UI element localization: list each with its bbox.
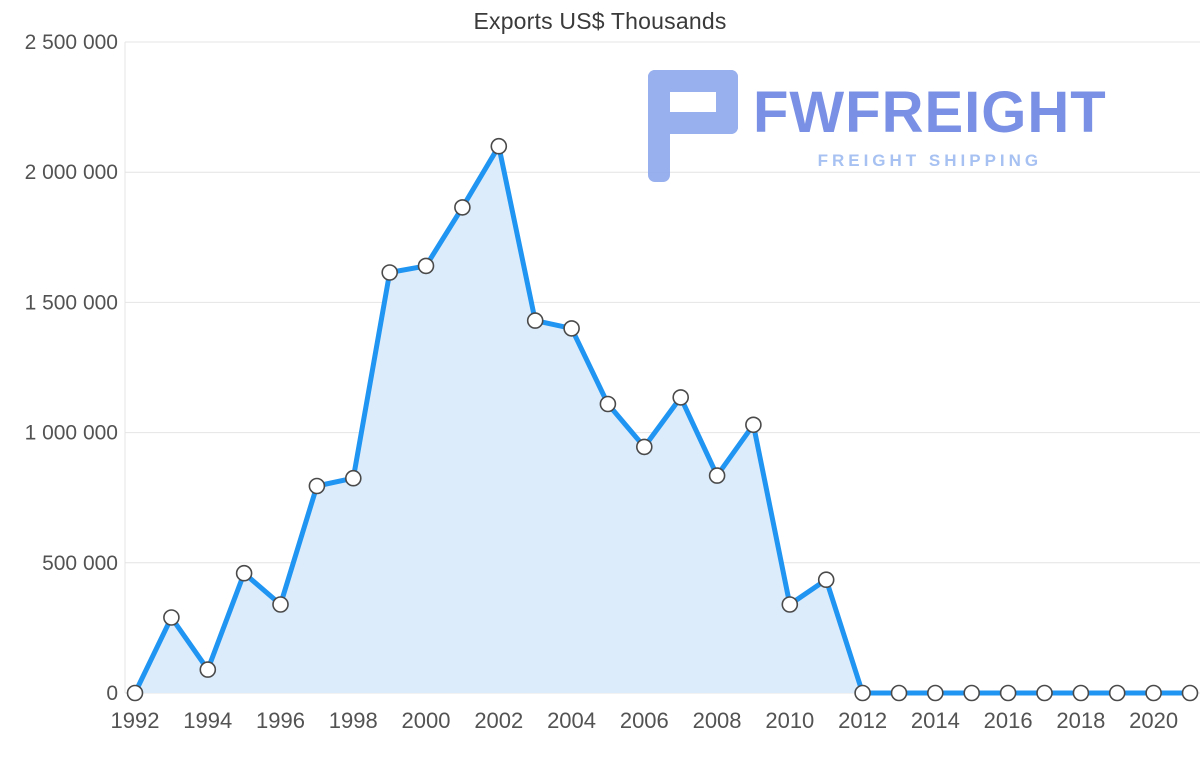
x-axis-tick-label: 2010 <box>765 708 814 733</box>
x-axis-tick-label: 2000 <box>402 708 451 733</box>
x-axis-tick-label: 1996 <box>256 708 305 733</box>
x-axis-tick-label: 1994 <box>183 708 232 733</box>
x-axis-tick-label: 2002 <box>474 708 523 733</box>
data-point-2004[interactable] <box>563 320 580 337</box>
x-axis-tick-label: 2016 <box>984 708 1033 733</box>
data-point-2008[interactable] <box>708 467 726 484</box>
data-point-1996[interactable] <box>272 596 289 613</box>
data-point-1999[interactable] <box>381 264 399 281</box>
data-point-1997[interactable] <box>308 477 326 495</box>
data-point-1992[interactable] <box>126 684 144 702</box>
x-axis-tick-label: 2020 <box>1129 708 1178 733</box>
y-axis-tick-label: 1 500 000 <box>25 291 118 314</box>
data-point-1994[interactable] <box>199 661 217 678</box>
data-point-2000[interactable] <box>417 257 435 275</box>
y-axis-tick-label: 0 <box>106 682 118 705</box>
data-point-2014[interactable] <box>926 684 944 702</box>
data-point-2021[interactable] <box>1181 684 1199 702</box>
data-point-2010[interactable] <box>781 596 799 613</box>
y-axis-tick-label: 2 500 000 <box>25 31 118 54</box>
data-point-2019[interactable] <box>1108 684 1126 702</box>
x-axis-tick-label: 1998 <box>329 708 378 733</box>
data-point-2013[interactable] <box>890 684 908 702</box>
data-point-2007[interactable] <box>672 389 690 406</box>
x-axis-tick-label: 2012 <box>838 708 887 733</box>
data-point-2006[interactable] <box>635 438 653 456</box>
data-point-2002[interactable] <box>490 137 508 155</box>
x-axis-tick-label: 1992 <box>111 708 160 733</box>
data-point-2018[interactable] <box>1072 684 1090 702</box>
data-point-2003[interactable] <box>526 312 544 329</box>
x-axis-tick-label: 2014 <box>911 708 960 733</box>
data-point-1998[interactable] <box>344 469 362 487</box>
data-point-2012[interactable] <box>854 684 871 702</box>
data-point-2009[interactable] <box>745 416 762 434</box>
data-point-1995[interactable] <box>235 564 253 582</box>
data-point-1993[interactable] <box>163 609 180 626</box>
data-point-2011[interactable] <box>817 571 835 589</box>
data-point-2020[interactable] <box>1145 684 1162 702</box>
data-point-2001[interactable] <box>454 199 471 216</box>
x-axis-tick-label: 2004 <box>547 708 596 733</box>
x-axis-tick-label: 2018 <box>1056 708 1105 733</box>
y-axis-tick-label: 2 000 000 <box>25 161 118 184</box>
data-point-2016[interactable] <box>999 684 1017 702</box>
y-axis-tick-label: 500 000 <box>42 552 118 575</box>
data-point-2005[interactable] <box>599 395 617 413</box>
area-fill <box>135 146 1190 693</box>
x-axis-tick-label: 2008 <box>693 708 742 733</box>
y-axis-tick-label: 1 000 000 <box>25 422 118 445</box>
data-point-2015[interactable] <box>963 684 981 702</box>
x-axis-tick-label: 2006 <box>620 708 669 733</box>
data-point-2017[interactable] <box>1036 684 1053 702</box>
chart-title: Exports US$ Thousands <box>473 8 727 34</box>
